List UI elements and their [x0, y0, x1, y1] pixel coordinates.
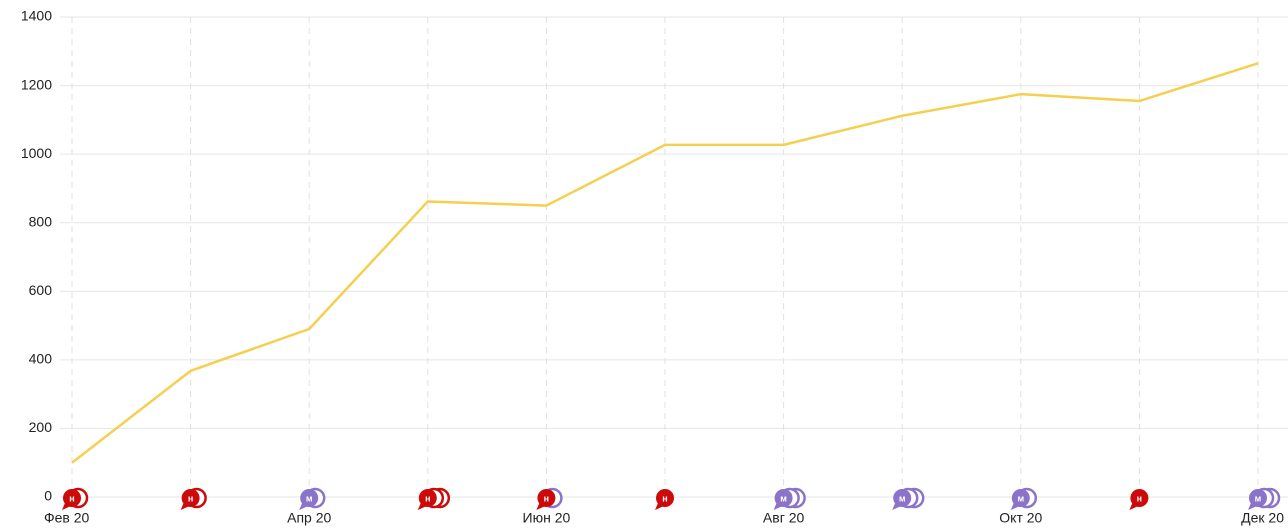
annotation-bubble — [774, 489, 793, 507]
data-line — [71, 62, 1259, 464]
y-tick-label: 600 — [29, 282, 53, 298]
x-tick-label: Апр 20 — [287, 510, 331, 526]
annotation-bubble — [63, 489, 81, 507]
annotation: м — [773, 487, 806, 510]
annotation-bubble — [892, 503, 902, 510]
annotation-bubble — [893, 489, 912, 507]
annotation-label: м — [1017, 493, 1024, 503]
annotation-bubble — [1010, 503, 1020, 510]
annotation-label: м — [780, 493, 787, 503]
x-tick-label: Июн 20 — [523, 510, 571, 526]
annotation-bubble — [1129, 503, 1139, 510]
annotation-label: н — [425, 493, 430, 503]
y-tick-label: 400 — [29, 351, 53, 367]
x-tick-label: Фев 20 — [44, 510, 90, 526]
annotation-label: м — [899, 493, 906, 503]
annotation-label: н — [544, 493, 549, 503]
annotation-label: м — [1255, 493, 1262, 503]
annotation: н — [536, 487, 563, 510]
annotation-bubble — [418, 489, 437, 507]
annotation-bubble — [655, 503, 664, 510]
annotation-label: н — [662, 493, 667, 503]
annotation-bubble — [1248, 503, 1257, 510]
annotation-bubble — [773, 503, 783, 510]
annotation-bubble — [1130, 489, 1149, 507]
annotation-label: н — [1137, 493, 1142, 503]
y-tick-label: 200 — [29, 419, 53, 435]
annotation: н — [62, 487, 89, 510]
annotation-bubble — [180, 503, 190, 510]
annotation-bubble — [417, 503, 427, 510]
annotation-bubble — [537, 489, 556, 507]
annotation: н — [655, 489, 674, 510]
annotation-bubble — [1249, 489, 1267, 507]
annotation-label: н — [69, 493, 74, 503]
annotation-bubble — [536, 503, 546, 510]
annotation: м — [892, 487, 925, 510]
annotation: н — [417, 487, 451, 510]
annotation-bubble — [300, 489, 319, 507]
annotation-bubble — [299, 503, 309, 510]
annotation: н — [180, 487, 207, 510]
annotation-label: н — [188, 493, 193, 503]
annotation-bubble — [656, 489, 674, 507]
annotation: м — [1010, 487, 1038, 510]
annotation: м — [299, 487, 326, 510]
y-tick-label: 1200 — [21, 76, 52, 92]
y-tick-label: 0 — [44, 488, 52, 504]
y-tick-label: 1400 — [21, 8, 52, 24]
x-tick-label: Авг 20 — [763, 510, 805, 526]
x-tick-label: Окт 20 — [999, 510, 1042, 526]
annotation-bubble — [1011, 489, 1030, 507]
annotation: м — [1248, 487, 1281, 510]
annotation: н — [1129, 489, 1149, 510]
annotation-label: м — [306, 493, 313, 503]
annotation-bubble — [62, 503, 71, 510]
y-tick-label: 800 — [29, 213, 53, 229]
annotation-bubble — [181, 489, 200, 507]
x-tick-label: Дек 20 — [1241, 510, 1284, 526]
y-tick-label: 1000 — [21, 145, 52, 161]
